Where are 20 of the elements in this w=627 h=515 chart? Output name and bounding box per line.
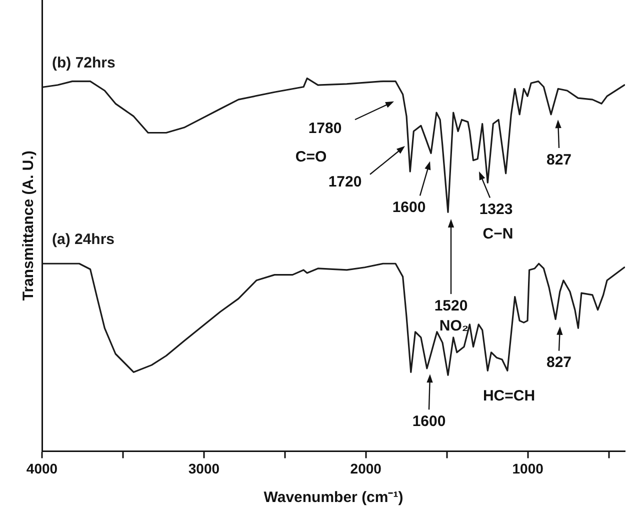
annotation: 1780: [308, 120, 342, 137]
x-tick-label: 2000: [350, 460, 382, 476]
x-tick-label: 1000: [512, 460, 544, 476]
annotation: 827: [546, 151, 572, 168]
y-axis-title: Transmittance (A. U.): [20, 150, 38, 301]
series-label: (b) 72hrs: [52, 54, 116, 72]
annotation: 1520: [434, 297, 468, 314]
annotation: 1720: [328, 174, 362, 191]
series-label: (a) 24hrs: [52, 230, 115, 248]
annotation: C−N: [482, 225, 514, 242]
annotation: 1323: [479, 201, 513, 218]
annotation: HC=CH: [482, 388, 536, 405]
annotation: C=O: [295, 148, 327, 166]
x-tick-label: 3000: [188, 460, 220, 476]
x-tick-label: 4000: [26, 460, 58, 476]
annotation: 1600: [412, 412, 446, 430]
annotation: 1600: [392, 198, 426, 216]
annotation: 827: [546, 354, 572, 372]
x-axis-title: Wavenumber (cm⁻¹): [264, 489, 404, 506]
annotation: NO₂: [439, 318, 469, 335]
